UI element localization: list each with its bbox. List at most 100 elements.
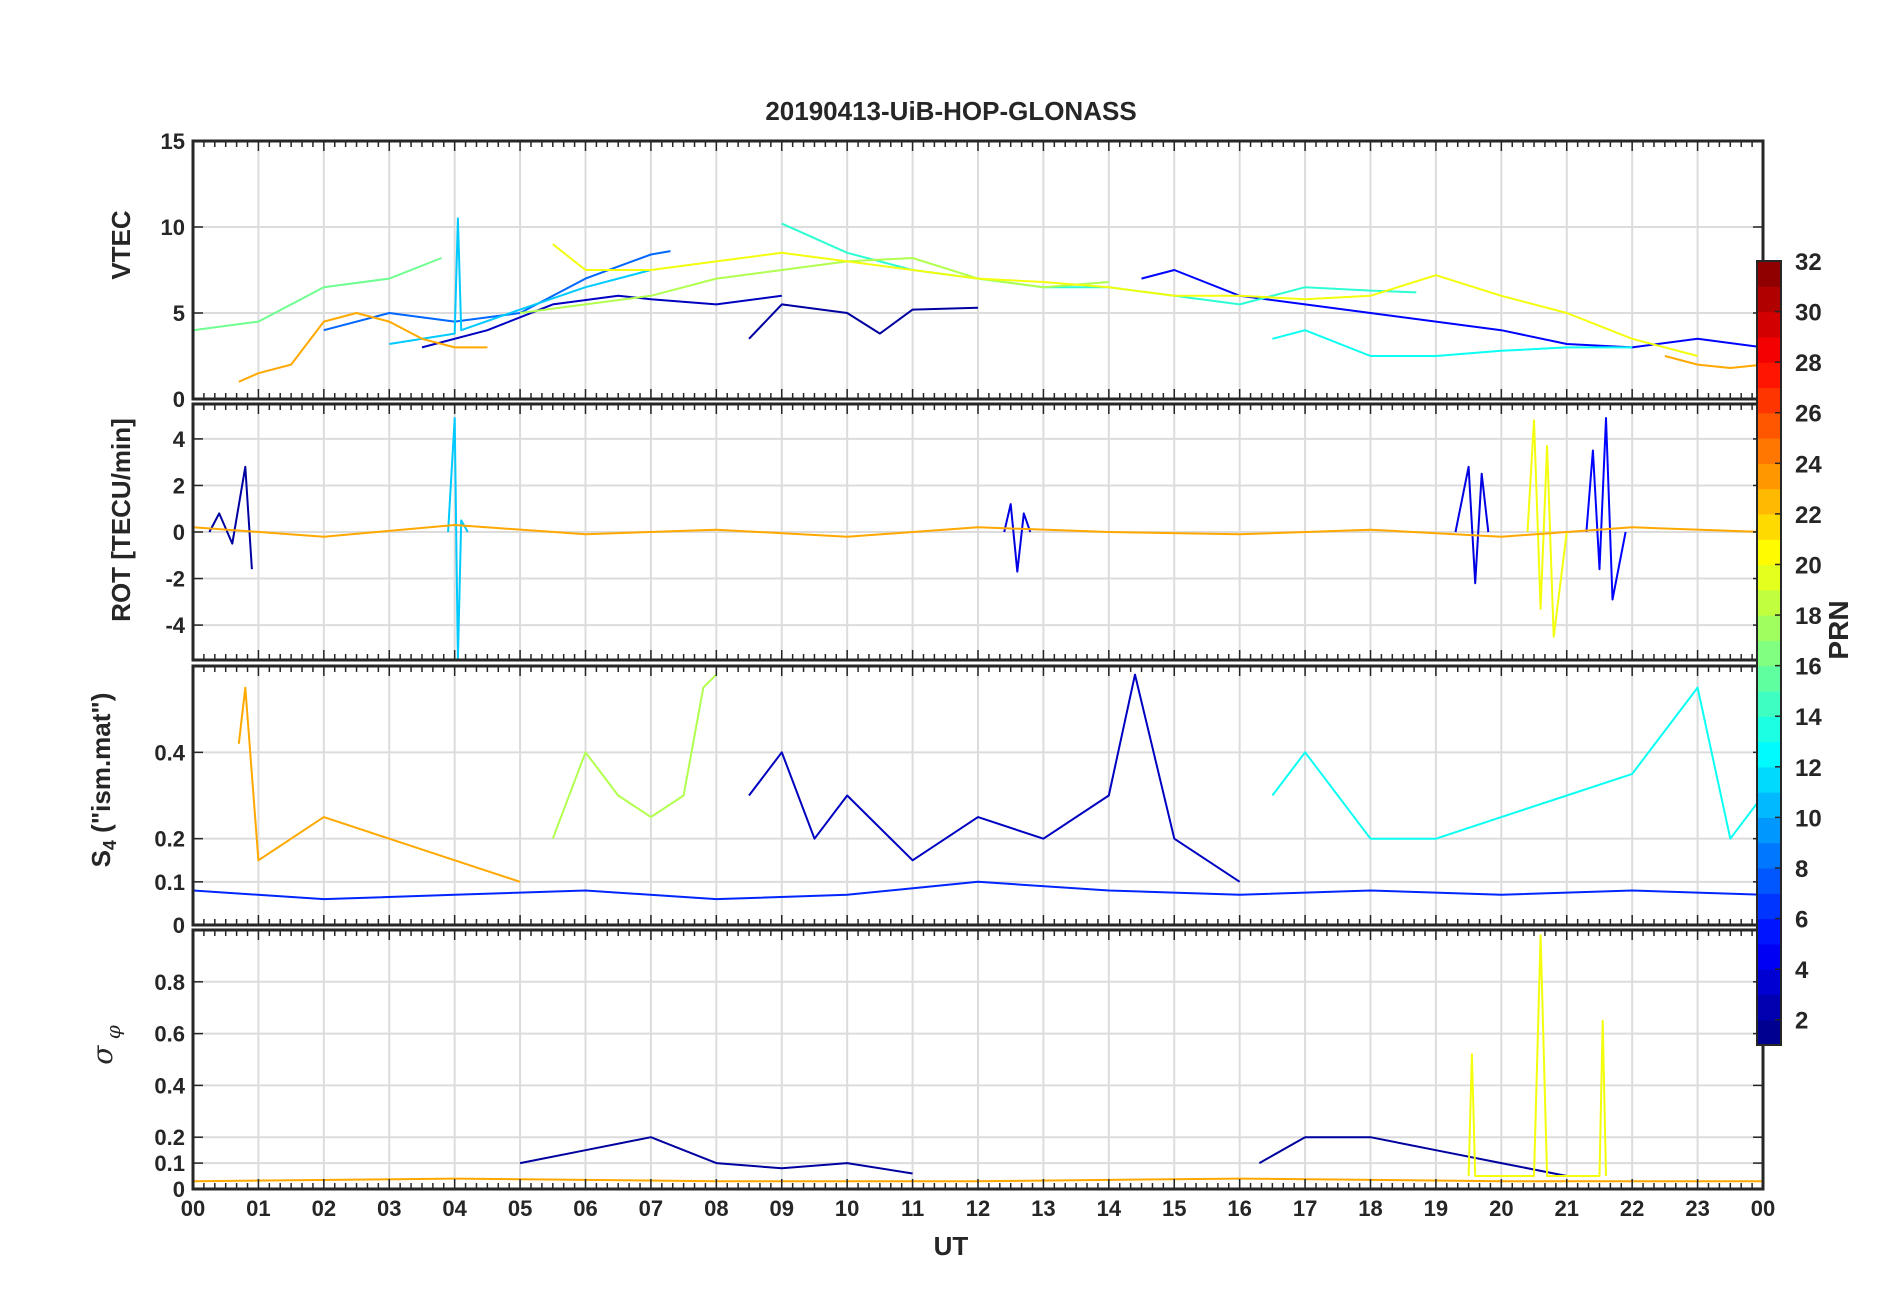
x-tick-label: 01	[246, 1196, 270, 1221]
x-tick-label: 10	[835, 1196, 859, 1221]
x-tick-label: 14	[1097, 1196, 1122, 1221]
colorbar-segment	[1757, 766, 1781, 793]
y-tick-label: 0	[173, 387, 185, 412]
colorbar-tick-label: 4	[1795, 957, 1809, 984]
series-line-prn-20	[1467, 934, 1607, 1177]
colorbar-segment	[1757, 539, 1781, 566]
colorbar-segment	[1757, 488, 1781, 515]
series-line-prn-11	[389, 217, 652, 345]
x-tick-label: 08	[704, 1196, 728, 1221]
sigma_phi-axes-box	[191, 928, 1765, 1191]
x-tick-label: 06	[573, 1196, 597, 1221]
colorbar-tick-label: 16	[1795, 654, 1822, 681]
colorbar-tick-label: 10	[1795, 805, 1822, 832]
colorbar-segment	[1757, 615, 1781, 641]
series-line-prn-3	[421, 294, 782, 349]
x-tick-label: 05	[508, 1196, 532, 1221]
colorbar-segment	[1757, 943, 1781, 970]
colorbar-label: PRN	[1823, 600, 1854, 659]
colorbar-tick-label: 14	[1795, 704, 1822, 731]
colorbar-tick-label: 24	[1795, 451, 1822, 478]
colorbar-segment	[1757, 665, 1781, 692]
y-tick-label: 0.6	[154, 1022, 185, 1047]
y-tick-label: -4	[165, 613, 185, 638]
colorbar-tick-label: 18	[1795, 603, 1822, 630]
y-tick-label: 0	[173, 520, 185, 545]
s4-series	[193, 673, 1763, 901]
colorbar-segment	[1757, 893, 1781, 920]
x-tick-label: 23	[1685, 1196, 1709, 1221]
sigma_phi-panel: 00.10.2 0.4 0.6 0.8	[154, 928, 1765, 1202]
series-line-prn-23	[1664, 355, 1763, 369]
colorbar-segment	[1757, 1019, 1781, 1046]
series-line-prn-20	[552, 243, 1698, 357]
colorbar-segment	[1757, 741, 1781, 768]
colorbar-tick-label: 32	[1795, 249, 1822, 276]
sigma-phi-ylabel: σ φ	[86, 1025, 125, 1065]
series-line-prn-23	[237, 686, 521, 883]
series-line-prn-6	[193, 880, 1763, 901]
x-tick-label: 22	[1620, 1196, 1644, 1221]
colorbar-segment	[1757, 867, 1781, 894]
colorbar-segment	[1757, 918, 1781, 945]
y-tick-label: 4	[173, 427, 186, 452]
series-line-prn-23	[193, 524, 1763, 538]
x-tick-label: 09	[770, 1196, 794, 1221]
colorbar-segment	[1757, 336, 1781, 363]
series-line-prn-2	[208, 465, 253, 570]
series-line-prn-2	[1258, 1136, 1567, 1177]
vtec-series	[193, 217, 1763, 383]
colorbar-segment	[1757, 387, 1781, 414]
series-line-prn-18	[551, 673, 718, 840]
series-line-prn-2	[748, 303, 979, 340]
x-tick-label: 17	[1293, 1196, 1317, 1221]
x-tick-labels: 00 01 02 03 04 05 06 07 08 09 10 11 12 13 14 15 16 17 18 19…	[181, 1196, 1775, 1221]
series-line-prn-2	[519, 1136, 913, 1175]
colorbar-segment	[1757, 994, 1781, 1021]
y-tick-label: 0.8	[154, 970, 185, 995]
x-tick-label: 00	[1751, 1196, 1775, 1221]
x-tick-label: 18	[1358, 1196, 1382, 1221]
series-line-prn-5	[1585, 417, 1627, 601]
y-tick-label: 0.4	[154, 1073, 185, 1098]
series-line-prn-13	[1272, 329, 1633, 357]
x-tick-label: 02	[312, 1196, 336, 1221]
colorbar-segment	[1757, 969, 1781, 996]
colorbar-tick-label: 12	[1795, 755, 1822, 782]
rot-ylabel: ROT [TECU/min]	[106, 418, 136, 622]
colorbar-segment	[1757, 716, 1781, 743]
colorbar-segment	[1757, 261, 1781, 287]
colorbar-segment	[1757, 792, 1781, 818]
colorbar-segment	[1757, 690, 1781, 717]
colorbar-tick-label: 8	[1795, 856, 1808, 883]
series-line-prn-4	[1454, 465, 1490, 585]
colorbar-segment	[1757, 589, 1781, 616]
figure-title: 20190413-UiB-HOP-GLONASS	[765, 96, 1136, 126]
y-tick-label: 0.4	[154, 740, 185, 765]
y-tick-label: 0	[173, 913, 185, 938]
colorbar-tick-label: 28	[1795, 350, 1822, 377]
series-line-prn-18	[519, 257, 1109, 314]
colorbar-segment	[1757, 817, 1781, 844]
series-line-prn-11	[447, 417, 469, 660]
rot-series	[193, 417, 1763, 660]
series-line-prn-23	[238, 312, 488, 383]
x-tick-label: 12	[966, 1196, 990, 1221]
colorbar-segment	[1757, 286, 1781, 313]
y-tick-label: 10	[161, 215, 185, 240]
y-tick-label: -2	[165, 567, 185, 592]
colorbar-segment	[1757, 438, 1781, 464]
x-tick-label: 00	[181, 1196, 205, 1221]
colorbar-tick-label: 30	[1795, 300, 1822, 327]
colorbar-tick-label: 20	[1795, 552, 1822, 579]
vtec-ylabel: VTEC	[106, 210, 136, 280]
x-tick-label: 20	[1489, 1196, 1513, 1221]
x-tick-label: 11	[901, 1196, 924, 1221]
s4-ylabel: S4 ("ism.mat")	[86, 693, 120, 868]
series-line-prn-16	[193, 257, 442, 332]
colorbar-tick-label: 26	[1795, 401, 1822, 428]
x-tick-label: 16	[1227, 1196, 1251, 1221]
colorbar-segment	[1757, 362, 1781, 389]
